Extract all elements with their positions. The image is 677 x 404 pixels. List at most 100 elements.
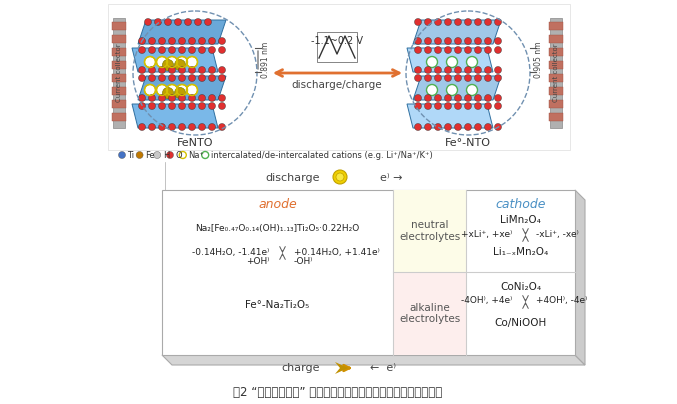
Polygon shape bbox=[575, 190, 585, 365]
Circle shape bbox=[139, 103, 146, 109]
Circle shape bbox=[494, 46, 502, 53]
Circle shape bbox=[424, 95, 431, 101]
Bar bbox=[112, 100, 126, 108]
Circle shape bbox=[424, 103, 431, 109]
Text: anode: anode bbox=[258, 198, 297, 210]
Circle shape bbox=[445, 103, 452, 109]
Circle shape bbox=[466, 57, 477, 67]
Circle shape bbox=[475, 67, 481, 74]
Circle shape bbox=[494, 67, 502, 74]
Polygon shape bbox=[413, 76, 501, 100]
Circle shape bbox=[454, 46, 462, 53]
Circle shape bbox=[414, 38, 422, 44]
Text: +4OH⁾, -4e⁾: +4OH⁾, -4e⁾ bbox=[536, 297, 588, 305]
Circle shape bbox=[158, 74, 165, 82]
Polygon shape bbox=[413, 20, 501, 44]
Polygon shape bbox=[335, 362, 348, 374]
Circle shape bbox=[136, 152, 143, 158]
Circle shape bbox=[179, 46, 185, 53]
Circle shape bbox=[219, 67, 225, 74]
Circle shape bbox=[158, 67, 165, 74]
Circle shape bbox=[485, 38, 492, 44]
Circle shape bbox=[414, 103, 422, 109]
Circle shape bbox=[435, 67, 441, 74]
Bar bbox=[317, 32, 357, 62]
Circle shape bbox=[148, 46, 156, 53]
Bar bbox=[549, 22, 563, 30]
Circle shape bbox=[475, 95, 481, 101]
Circle shape bbox=[464, 38, 471, 44]
Circle shape bbox=[435, 103, 441, 109]
Circle shape bbox=[198, 95, 206, 101]
Bar bbox=[112, 113, 126, 121]
Circle shape bbox=[424, 67, 431, 74]
Bar bbox=[113, 18, 125, 128]
Circle shape bbox=[445, 74, 452, 82]
Circle shape bbox=[485, 67, 492, 74]
Text: Current collector: Current collector bbox=[553, 44, 559, 102]
Circle shape bbox=[435, 95, 441, 101]
Text: intercalated/de-intercalated cations (e.g. Li⁺/Na⁺/K⁺): intercalated/de-intercalated cations (e.… bbox=[211, 151, 433, 160]
Circle shape bbox=[219, 46, 225, 53]
Text: charge: charge bbox=[282, 363, 320, 373]
Circle shape bbox=[475, 103, 481, 109]
Bar bbox=[549, 48, 563, 56]
Text: neutral
electrolytes: neutral electrolytes bbox=[399, 220, 460, 242]
Circle shape bbox=[179, 67, 185, 74]
Circle shape bbox=[209, 74, 215, 82]
Bar bbox=[112, 22, 126, 30]
Circle shape bbox=[139, 124, 146, 130]
Circle shape bbox=[169, 103, 175, 109]
Bar bbox=[550, 18, 562, 128]
Text: e⁾ →: e⁾ → bbox=[380, 173, 403, 183]
Polygon shape bbox=[407, 48, 493, 72]
Circle shape bbox=[177, 84, 188, 95]
Circle shape bbox=[198, 124, 206, 130]
Circle shape bbox=[435, 74, 441, 82]
Circle shape bbox=[169, 67, 175, 74]
Circle shape bbox=[144, 84, 156, 95]
Circle shape bbox=[494, 95, 502, 101]
Text: Fe°-NTO: Fe°-NTO bbox=[445, 138, 491, 148]
Text: -1.1~0.2 V: -1.1~0.2 V bbox=[311, 36, 363, 46]
Circle shape bbox=[424, 124, 431, 130]
Circle shape bbox=[139, 67, 146, 74]
Bar bbox=[112, 61, 126, 69]
Bar bbox=[549, 35, 563, 43]
Text: -4OH⁾, +4e⁾: -4OH⁾, +4e⁾ bbox=[461, 297, 512, 305]
Circle shape bbox=[148, 124, 156, 130]
Circle shape bbox=[154, 152, 160, 158]
Circle shape bbox=[167, 57, 177, 67]
Circle shape bbox=[447, 84, 458, 95]
Circle shape bbox=[158, 124, 165, 130]
Circle shape bbox=[494, 74, 502, 82]
Circle shape bbox=[158, 38, 165, 44]
Circle shape bbox=[424, 74, 431, 82]
Circle shape bbox=[414, 95, 422, 101]
Bar bbox=[112, 35, 126, 43]
Circle shape bbox=[169, 38, 175, 44]
Circle shape bbox=[427, 84, 437, 95]
Circle shape bbox=[414, 124, 422, 130]
Circle shape bbox=[209, 46, 215, 53]
Circle shape bbox=[186, 57, 198, 67]
Circle shape bbox=[475, 38, 481, 44]
Circle shape bbox=[169, 124, 175, 130]
Circle shape bbox=[198, 74, 206, 82]
Text: -0.14H₂O, -1.41e⁾: -0.14H₂O, -1.41e⁾ bbox=[192, 248, 269, 257]
Circle shape bbox=[435, 46, 441, 53]
Circle shape bbox=[169, 95, 175, 101]
Bar bbox=[108, 4, 570, 150]
Circle shape bbox=[175, 59, 185, 71]
Circle shape bbox=[414, 46, 422, 53]
Circle shape bbox=[179, 124, 185, 130]
Text: -xLi⁺, -xe⁾: -xLi⁺, -xe⁾ bbox=[536, 229, 580, 238]
Circle shape bbox=[485, 19, 492, 25]
Polygon shape bbox=[138, 20, 226, 44]
Circle shape bbox=[435, 19, 441, 25]
Circle shape bbox=[169, 74, 175, 82]
Circle shape bbox=[198, 46, 206, 53]
Circle shape bbox=[148, 38, 156, 44]
Bar bbox=[549, 87, 563, 95]
Circle shape bbox=[485, 103, 492, 109]
